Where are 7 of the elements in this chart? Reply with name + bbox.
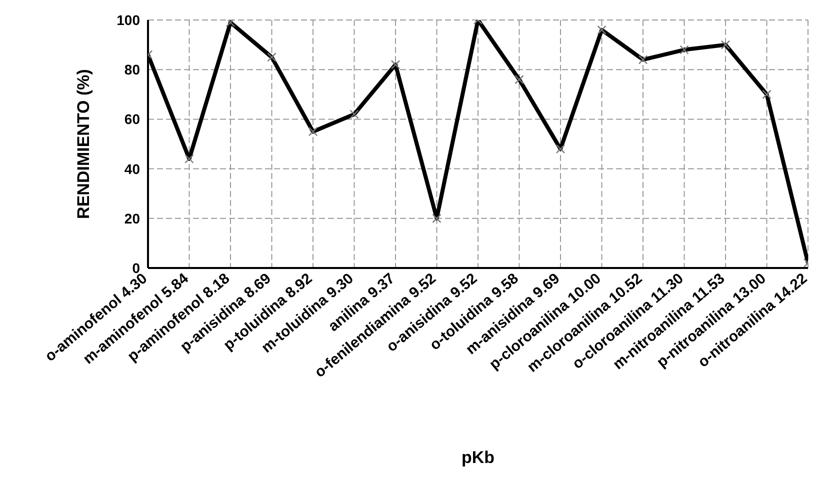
y-tick-label: 100 [116,12,140,28]
y-tick-label: 80 [124,62,140,78]
x-axis-title: pKb [461,448,495,467]
y-tick-label: 40 [124,160,140,177]
y-tick-label: 20 [124,210,140,226]
y-axis-title: RENDIMIENTO (%) [74,69,94,219]
y-tick-label: 60 [124,111,140,128]
